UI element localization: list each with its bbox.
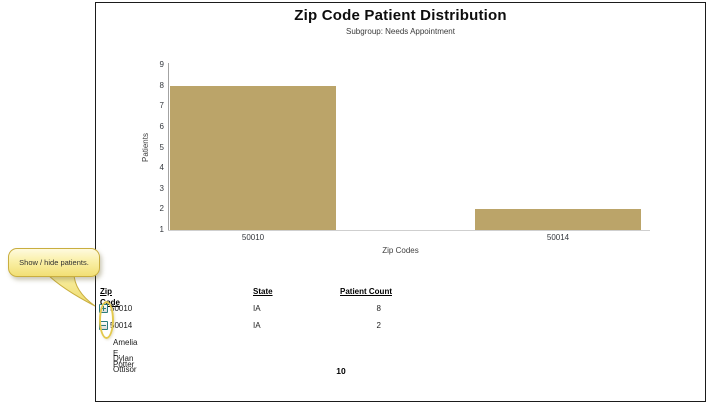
patient-count-cell: 8 xyxy=(376,304,381,313)
y-tick-label: 6 xyxy=(159,122,164,131)
total-patient-count: 10 xyxy=(336,366,346,376)
x-tick-label: 50014 xyxy=(546,233,570,242)
chart-subtitle: Subgroup: Needs Appointment xyxy=(346,27,455,36)
bar xyxy=(170,85,336,230)
state-cell: IA xyxy=(253,304,261,313)
x-axis-title: Zip Codes xyxy=(382,246,419,255)
patient-name: Dylan Ottisor xyxy=(113,354,137,374)
bar xyxy=(475,209,641,230)
x-axis-line xyxy=(168,230,650,231)
zip-cell: 50014 xyxy=(110,321,133,330)
y-tick-label: 5 xyxy=(159,142,164,152)
y-tick-label: 2 xyxy=(159,204,164,214)
table-header-zip: Zip Code xyxy=(100,287,120,307)
y-axis-line xyxy=(168,63,169,231)
y-tick-label: 8 xyxy=(159,80,164,90)
y-tick-label: 3 xyxy=(159,183,164,193)
collapse-minus-icon[interactable] xyxy=(99,321,108,330)
table-header-state: State xyxy=(253,287,273,296)
zip-cell: 50010 xyxy=(110,304,133,313)
patient-name: Amelia E. Potter xyxy=(113,338,138,369)
x-tick-label: 50010 xyxy=(241,233,265,242)
y-tick-label: 9 xyxy=(159,60,164,70)
y-tick-label: 1 xyxy=(159,225,164,234)
chart-title: Zip Code Patient Distribution xyxy=(294,7,507,24)
expand-plus-icon[interactable] xyxy=(99,304,108,313)
callout-bubble: Show / hide patients. xyxy=(8,248,100,277)
y-tick-label: 7 xyxy=(159,101,164,111)
y-tick-label: 4 xyxy=(159,163,164,173)
callout-tail xyxy=(45,273,96,307)
callout-text: Show / hide patients. xyxy=(19,258,89,267)
state-cell: IA xyxy=(253,321,261,330)
patient-count-cell: 2 xyxy=(376,321,381,330)
table-header-patient-count: Patient Count xyxy=(340,287,392,296)
